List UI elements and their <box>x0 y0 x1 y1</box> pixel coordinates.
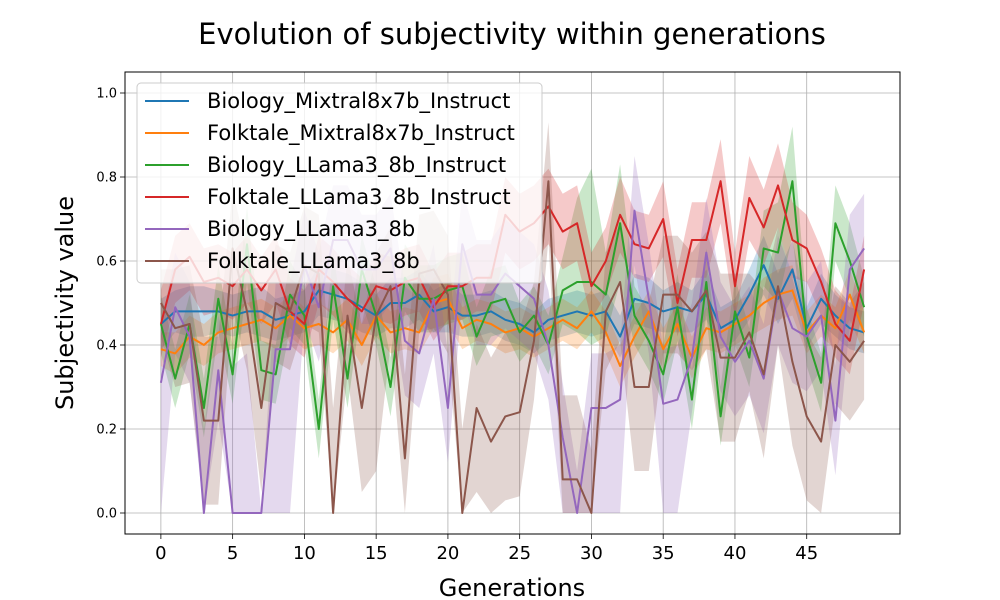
x-tick-label: 40 <box>724 543 747 564</box>
x-tick-label: 25 <box>508 543 531 564</box>
legend-label: Folktale_LLama3_8b <box>207 249 420 274</box>
x-tick-label: 5 <box>227 543 238 564</box>
y-axis-label: Subjectivity value <box>51 196 79 410</box>
x-axis-label: Generations <box>439 574 585 600</box>
band-1 <box>160 235 865 358</box>
x-tick-label: 15 <box>365 543 388 564</box>
band-2 <box>160 265 865 387</box>
y-tick-label: 0.2 <box>96 423 117 438</box>
x-tick-label: 30 <box>580 543 603 564</box>
legend-label: Biology_Mixtral8x7b_Instruct <box>207 89 510 114</box>
y-tick-label: 0.4 <box>96 339 117 354</box>
legend-label: Biology_LLama3_8b_Instruct <box>207 153 506 178</box>
y-tick-label: 1.0 <box>96 87 117 102</box>
plot-area-frame <box>124 71 901 535</box>
x-tick-label: 45 <box>795 543 818 564</box>
series-line-1 <box>160 264 865 338</box>
legend: Biology_Mixtral8x7b_Instruct Folktale_Mix… <box>136 82 543 284</box>
legend-label: Folktale_LLama3_8b_Instruct <box>207 185 511 210</box>
x-tick-label: 10 <box>293 543 316 564</box>
y-tick-label: 0.8 <box>96 171 117 186</box>
band-6 <box>160 122 865 514</box>
legend-label: Biology_LLama3_8b <box>207 217 415 242</box>
x-tick-label: 20 <box>436 543 459 564</box>
chart-title: Evolution of subjectivity within generat… <box>198 17 826 51</box>
legend-label: Folktale_Mixtral8x7b_Instruct <box>207 121 515 146</box>
x-tick-label: 35 <box>652 543 675 564</box>
legend-box <box>136 82 543 284</box>
series-line-2 <box>160 289 866 367</box>
axis-ticks: 0 5 10 15 20 25 30 35 40 45 0.0 0.2 0.4 0.6 0.8 1.0 <box>96 87 818 565</box>
y-tick-label: 0.0 <box>96 507 117 522</box>
series-line-3 <box>159 180 866 430</box>
series-line-6 <box>160 180 865 514</box>
y-tick-label: 0.6 <box>96 255 117 270</box>
x-tick-label: 0 <box>155 543 166 564</box>
